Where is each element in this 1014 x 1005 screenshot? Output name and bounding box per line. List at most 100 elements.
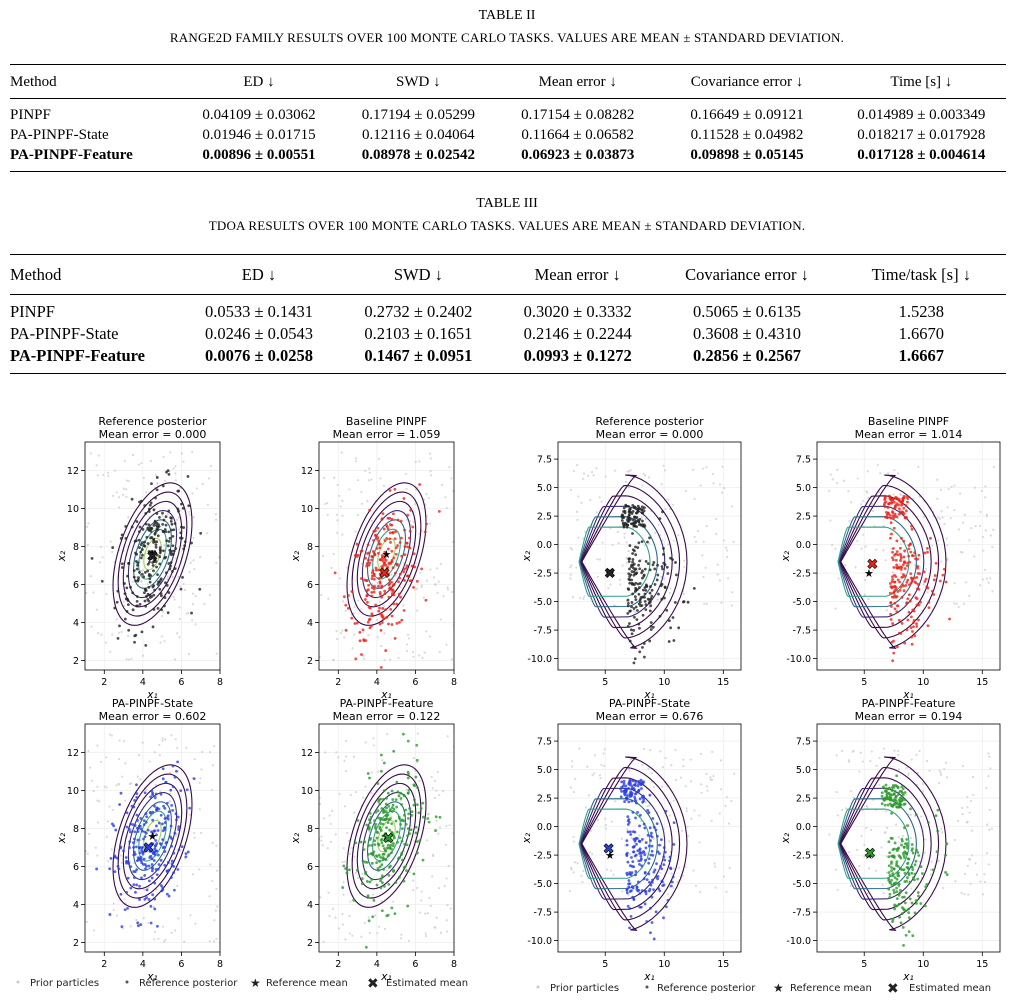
posterior-particle [381, 909, 384, 912]
x-tick-label: 10 [917, 959, 929, 970]
posterior-particle [117, 637, 120, 640]
y-tick-label: 7.5 [537, 737, 552, 748]
posterior-particle [176, 868, 179, 871]
posterior-particle [145, 815, 148, 818]
posterior-particle [379, 822, 382, 825]
prior-particle [109, 651, 111, 653]
posterior-particle [895, 564, 898, 567]
prior-particle [405, 473, 407, 475]
prior-particle [189, 514, 191, 516]
posterior-particle [111, 823, 114, 826]
y-tick-label: 12 [67, 466, 79, 477]
prior-particle [713, 863, 715, 865]
prior-particle [335, 751, 337, 753]
posterior-particle [413, 552, 416, 555]
posterior-particle [926, 547, 929, 550]
posterior-particle [656, 835, 659, 838]
prior-particle [662, 465, 664, 467]
posterior-particle [155, 825, 158, 828]
posterior-particle [145, 523, 148, 526]
posterior-particle [135, 868, 138, 871]
posterior-particle [144, 605, 147, 608]
posterior-particle [162, 767, 165, 770]
table3-cell: 0.2856 ± 0.2567 [657, 345, 836, 374]
prior-particle [419, 572, 421, 574]
posterior-particle [187, 851, 190, 854]
prior-particle [344, 861, 346, 863]
prior-particle [336, 638, 338, 640]
posterior-particle [373, 588, 376, 591]
prior-particle [159, 642, 161, 644]
posterior-particle [148, 898, 151, 901]
posterior-particle [406, 542, 409, 545]
posterior-particle [628, 927, 631, 930]
prior-particle [436, 917, 438, 919]
y-tick-label: 8 [73, 824, 79, 835]
posterior-particle [129, 831, 132, 834]
prior-particle [693, 498, 695, 500]
panel-subtitle: Mean error = 0.194 [855, 710, 963, 723]
prior-particle [115, 784, 117, 786]
posterior-particle [369, 607, 372, 610]
table3-header-0: Method [10, 255, 179, 295]
posterior-particle [143, 858, 146, 861]
prior-particle [662, 766, 664, 768]
posterior-particle [131, 526, 134, 529]
prior-particle [424, 912, 426, 914]
table2-header-1: ED ↓ [179, 65, 338, 99]
posterior-particle [647, 862, 650, 865]
estimated-mean-marker: ✖ [143, 841, 155, 857]
prior-particle [601, 541, 603, 543]
prior-particle [192, 537, 194, 539]
prior-particle [985, 529, 987, 531]
prior-particle [329, 814, 331, 816]
prior-particle [971, 830, 973, 832]
posterior-particle [629, 833, 632, 836]
posterior-particle [129, 887, 132, 890]
prior-particle [726, 556, 728, 558]
posterior-particle [658, 517, 661, 520]
y-axis-label: x₂ [56, 832, 68, 844]
table3-cell: 0.2103 ± 0.1651 [339, 323, 498, 345]
prior-particle [430, 474, 432, 476]
prior-particle [705, 466, 707, 468]
posterior-particle [917, 588, 920, 591]
prior-particle [853, 796, 855, 798]
posterior-particle [398, 794, 401, 797]
posterior-particle [642, 589, 645, 592]
prior-particle [326, 502, 328, 504]
prior-particle [433, 576, 435, 578]
prior-particle [699, 891, 701, 893]
plot-area: ★✖ [828, 464, 995, 662]
posterior-particle [187, 475, 190, 478]
posterior-particle [636, 609, 639, 612]
posterior-particle [397, 519, 400, 522]
posterior-particle [127, 603, 130, 606]
prior-particle [703, 603, 705, 605]
posterior-particle [625, 839, 628, 842]
posterior-particle [127, 877, 130, 880]
y-tick-label: 0.0 [796, 540, 811, 551]
legend-est-mean-marker: ✖ [367, 976, 379, 992]
posterior-particle [394, 530, 397, 533]
prior-particle [96, 854, 98, 856]
posterior-particle [894, 607, 897, 610]
posterior-particle [392, 557, 395, 560]
posterior-particle [897, 590, 900, 593]
posterior-particle [636, 511, 639, 514]
posterior-particle [639, 798, 642, 801]
posterior-particle [932, 593, 935, 596]
posterior-particle [891, 556, 894, 559]
posterior-particle [155, 793, 158, 796]
prior-particle [215, 513, 217, 515]
prior-particle [882, 549, 884, 551]
posterior-particle [133, 576, 136, 579]
prior-particle [946, 506, 948, 508]
posterior-particle [147, 523, 150, 526]
prior-particle [719, 812, 721, 814]
posterior-particle [893, 908, 896, 911]
prior-particle [189, 914, 191, 916]
posterior-particle [387, 623, 390, 626]
posterior-particle [911, 528, 914, 531]
posterior-particle [138, 546, 141, 549]
